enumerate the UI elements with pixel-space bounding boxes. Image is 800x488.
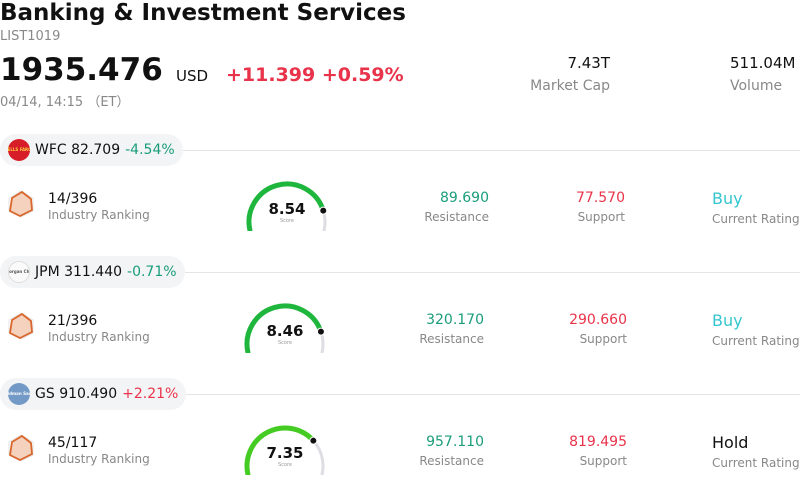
score-value: 8.46 xyxy=(266,322,304,340)
score-value: 7.35 xyxy=(266,444,304,462)
score-label: Score xyxy=(277,462,292,468)
stock-ticker: GS xyxy=(35,386,55,402)
resistance-value: 320.170 xyxy=(426,312,484,328)
resistance-label: Resistance xyxy=(419,454,484,468)
score-gauge xyxy=(246,181,328,231)
row-divider xyxy=(0,272,800,273)
company-logo: JPMorgan Chase xyxy=(8,261,30,283)
row-divider xyxy=(0,150,800,151)
stock-ticker: JPM xyxy=(35,264,60,280)
volume-label: Volume xyxy=(730,78,783,94)
stock-price: 311.440 xyxy=(64,264,123,280)
stock-change: +2.21% xyxy=(122,386,179,402)
radar-chart-icon xyxy=(8,190,34,218)
market-cap-label: Market Cap xyxy=(530,78,610,94)
stock-change: -4.54% xyxy=(125,142,175,158)
timestamp: 04/14, 14:15 （ET） xyxy=(0,95,130,110)
support-label: Support xyxy=(579,332,627,346)
market-cap-value: 7.43T xyxy=(567,54,610,72)
current-rating-label: Current Rating xyxy=(712,456,800,470)
volume-value: 511.04M xyxy=(730,54,796,72)
support-label: Support xyxy=(577,210,625,224)
current-rating-value: Buy xyxy=(712,189,743,208)
resistance-label: Resistance xyxy=(424,210,489,224)
support-value: 290.660 xyxy=(569,312,627,328)
stock-pill-wfc[interactable]: WELLS FARGOWFC 82.709-4.54% xyxy=(0,134,183,166)
currency-label: USD xyxy=(176,67,209,85)
current-rating-value: Buy xyxy=(712,311,743,330)
score-label: Score xyxy=(279,218,294,224)
support-value: 819.495 xyxy=(569,434,627,450)
list-code: LIST1019 xyxy=(0,29,61,44)
current-rating-label: Current Rating xyxy=(712,334,800,348)
resistance-value: 89.690 xyxy=(440,190,489,206)
industry-rank-label: Industry Ranking xyxy=(48,208,150,222)
company-logo: WELLS FARGO xyxy=(8,139,30,161)
score-value: 8.54 xyxy=(268,200,306,218)
support-value: 77.570 xyxy=(576,190,625,206)
stock-symbol: WFC 82.709 xyxy=(35,142,120,158)
industry-rank-label: Industry Ranking xyxy=(48,330,150,344)
stock-price: 910.490 xyxy=(59,386,118,402)
stock-pill-jpm[interactable]: JPMorgan ChaseJPM 311.440-0.71% xyxy=(0,256,185,288)
score-label: Score xyxy=(277,340,292,346)
resistance-label: Resistance xyxy=(419,332,484,346)
page-title: Banking & Investment Services xyxy=(0,0,406,26)
resistance-value: 957.110 xyxy=(426,434,484,450)
stock-change: -0.71% xyxy=(127,264,177,280)
stock-symbol: GS 910.490 xyxy=(35,386,117,402)
stock-symbol: JPM 311.440 xyxy=(35,264,122,280)
industry-rank-value: 45/117 xyxy=(48,435,98,451)
industry-rank-value: 14/396 xyxy=(48,191,98,207)
industry-rank-label: Industry Ranking xyxy=(48,452,150,466)
company-logo: Goldman Sachs xyxy=(8,383,30,405)
radar-chart-icon xyxy=(8,434,34,462)
support-label: Support xyxy=(579,454,627,468)
industry-rank-value: 21/396 xyxy=(48,313,98,329)
current-rating-value: Hold xyxy=(712,433,749,452)
stock-pill-gs[interactable]: Goldman SachsGS 910.490+2.21% xyxy=(0,378,187,410)
stock-ticker: WFC xyxy=(35,142,67,158)
score-gauge xyxy=(244,303,325,353)
row-divider xyxy=(0,394,800,395)
radar-chart-icon xyxy=(8,312,34,340)
score-gauge xyxy=(244,425,325,475)
current-rating-label: Current Rating xyxy=(712,212,800,226)
index-change: +11.399 +0.59% xyxy=(226,64,404,86)
index-price: 1935.476 xyxy=(0,52,163,88)
stock-price: 82.709 xyxy=(71,142,121,158)
